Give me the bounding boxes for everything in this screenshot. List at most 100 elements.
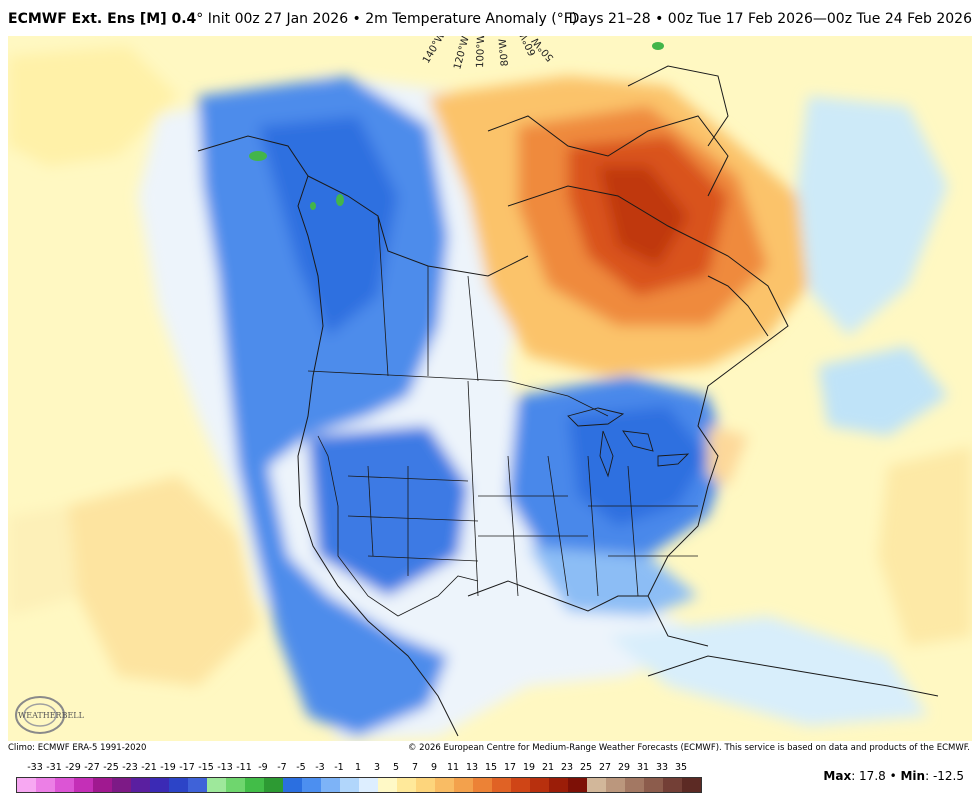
colorbar-label: 19 — [522, 762, 536, 773]
colorbar-label: 13 — [465, 762, 479, 773]
colorbar-label: 11 — [446, 762, 460, 773]
colorbar-label: 33 — [655, 762, 669, 773]
colorbar-label: -19 — [160, 762, 176, 773]
colorbar-swatch — [188, 778, 207, 792]
colorbar-swatch — [264, 778, 283, 792]
colorbar-label: -25 — [103, 762, 119, 773]
stats-separator: • — [885, 769, 901, 783]
colorbar-label: 7 — [411, 762, 419, 773]
colorbar-label: -21 — [141, 762, 157, 773]
colorbar-swatch — [416, 778, 435, 792]
colorbar-label: -15 — [198, 762, 214, 773]
coastlines — [197, 65, 939, 737]
colorbar-label: 5 — [392, 762, 400, 773]
colorbar-label: 21 — [541, 762, 555, 773]
colorbar-swatch — [435, 778, 454, 792]
map-header: ECMWF Ext. Ens [M] 0.4° Init 00z 27 Jan … — [0, 0, 980, 36]
lon-label-100w: 100°W — [475, 36, 487, 68]
colorbar-label: -7 — [277, 762, 287, 773]
max-min-readout: Max: 17.8 • Min: -12.5 — [823, 769, 964, 783]
colorbar-swatch — [112, 778, 131, 792]
borders — [307, 215, 698, 617]
anomaly-map: 140°W 120°W 100°W 80°W 60°W 50°W — [8, 36, 972, 741]
min-value: : -12.5 — [925, 769, 964, 783]
colorbar-swatch — [207, 778, 226, 792]
colorbar-swatch — [530, 778, 549, 792]
valid-period: Days 21–28 • 00z Tue 17 Feb 2026—00z Tue… — [568, 11, 972, 27]
colorbar-swatch — [17, 778, 36, 792]
colorbar-swatch — [36, 778, 55, 792]
colorbar-swatch — [625, 778, 644, 792]
strong-cold-pockets — [249, 42, 664, 210]
min-label: Min — [900, 769, 926, 783]
colorbar: -33 -31 -29 -27 -25 -23 -21 -19 -17 -15 -13 -11 -9 -7… — [16, 762, 706, 793]
colorbar-labels: -33 -31 -29 -27 -25 -23 -21 -19 -17 -15 -13 -11 -9 -7… — [16, 762, 706, 774]
colorbar-swatch — [55, 778, 74, 792]
colorbar-swatch — [74, 778, 93, 792]
colorbar-swatch — [340, 778, 359, 792]
colorbar-label: -27 — [84, 762, 100, 773]
colorbar-label: 3 — [373, 762, 381, 773]
colorbar-swatch — [169, 778, 188, 792]
colorbar-label: -9 — [258, 762, 268, 773]
colorbar-label: 27 — [598, 762, 612, 773]
colorbar-swatch — [245, 778, 264, 792]
colorbar-swatch — [302, 778, 321, 792]
colorbar-label: 17 — [503, 762, 517, 773]
colorbar-swatch — [321, 778, 340, 792]
colorbar-label: -23 — [122, 762, 138, 773]
colorbar-swatches — [16, 777, 702, 793]
colorbar-label: -3 — [315, 762, 325, 773]
max-value: : 17.8 — [851, 769, 886, 783]
colorbar-swatch — [644, 778, 663, 792]
colorbar-label: 25 — [579, 762, 593, 773]
colorbar-swatch — [226, 778, 245, 792]
colorbar-swatch — [663, 778, 682, 792]
colorbar-swatch — [454, 778, 473, 792]
colorbar-label: 29 — [617, 762, 631, 773]
init-info: Init 00z 27 Jan 2026 • 2m Temperature An… — [203, 11, 578, 27]
colorbar-swatch — [492, 778, 511, 792]
anomaly-shading — [8, 46, 972, 741]
colorbar-swatch — [549, 778, 568, 792]
colorbar-swatch — [473, 778, 492, 792]
colorbar-swatch — [150, 778, 169, 792]
colorbar-label: -13 — [217, 762, 233, 773]
colorbar-swatch — [93, 778, 112, 792]
colorbar-label: -11 — [236, 762, 252, 773]
max-label: Max — [823, 769, 852, 783]
copyright-text: © 2026 European Centre for Medium-Range … — [407, 743, 970, 753]
colorbar-label: 35 — [674, 762, 688, 773]
colorbar-swatch — [587, 778, 606, 792]
colorbar-label: -31 — [46, 762, 62, 773]
colorbar-label: -33 — [27, 762, 43, 773]
colorbar-label: 9 — [430, 762, 438, 773]
degree-mark: ° — [196, 11, 204, 27]
map-canvas: 140°W 120°W 100°W 80°W 60°W 50°W — [8, 36, 972, 741]
colorbar-swatch — [283, 778, 302, 792]
colorbar-label: -17 — [179, 762, 195, 773]
colorbar-swatch — [359, 778, 378, 792]
colorbar-label: -5 — [296, 762, 306, 773]
colorbar-label: 15 — [484, 762, 498, 773]
weatherbell-logo: WEATHERBELL — [15, 696, 85, 734]
colorbar-swatch — [682, 778, 701, 792]
lon-label-80w: 80°W — [498, 38, 511, 67]
footer: Climo: ECMWF ERA-5 1991-2020 © 2026 Euro… — [0, 743, 980, 757]
logo-text: WEATHERBELL — [18, 711, 85, 720]
great-lakes — [567, 407, 690, 478]
colorbar-swatch — [606, 778, 625, 792]
model-name: ECMWF Ext. Ens [M] 0.4 — [8, 11, 197, 27]
map-title: ECMWF Ext. Ens [M] 0.4° Init 00z 27 Jan … — [8, 11, 577, 27]
colorbar-label: 23 — [560, 762, 574, 773]
colorbar-swatch — [568, 778, 587, 792]
colorbar-swatch — [511, 778, 530, 792]
colorbar-label: -1 — [334, 762, 344, 773]
colorbar-swatch — [131, 778, 150, 792]
colorbar-label: 1 — [354, 762, 362, 773]
colorbar-label: 31 — [636, 762, 650, 773]
colorbar-swatch — [378, 778, 397, 792]
colorbar-swatch — [397, 778, 416, 792]
climo-text: Climo: ECMWF ERA-5 1991-2020 — [8, 743, 147, 753]
colorbar-label: -29 — [65, 762, 81, 773]
